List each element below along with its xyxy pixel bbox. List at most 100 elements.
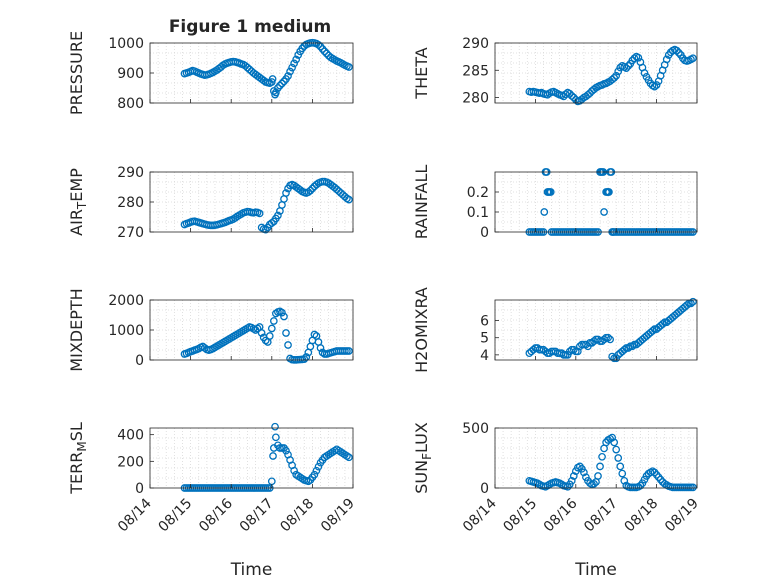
data-point xyxy=(640,69,649,77)
y-tick-label: 2000 xyxy=(108,293,144,309)
data-point xyxy=(269,317,278,325)
data-point xyxy=(546,188,555,196)
data-point xyxy=(314,40,323,49)
y-tick-label: 900 xyxy=(117,66,144,82)
y-tick-label: 200 xyxy=(117,454,144,470)
figure-title: Figure 1 medium xyxy=(169,17,331,37)
axes-box xyxy=(494,42,698,104)
data-point xyxy=(278,79,286,88)
y-axis-label: MIXDEPTH xyxy=(67,288,86,371)
y-tick-label: 280 xyxy=(117,195,144,211)
data-point xyxy=(614,454,623,462)
data-point xyxy=(569,93,578,102)
data-point xyxy=(608,433,617,442)
data-point xyxy=(288,63,296,72)
data-point xyxy=(590,479,598,488)
y-tick-label: 6 xyxy=(480,314,489,330)
data-point xyxy=(255,209,264,218)
data-point xyxy=(308,184,317,193)
y-tick-label: 500 xyxy=(462,421,489,437)
data-point xyxy=(604,333,612,342)
data-point xyxy=(594,472,602,480)
data-point xyxy=(580,468,588,477)
y-tick-label: 1000 xyxy=(108,323,144,339)
data-point xyxy=(652,81,661,89)
subplot-1: 800 900 1000 PRESSURE xyxy=(67,31,354,115)
data-point xyxy=(286,67,294,76)
data-point xyxy=(267,324,276,333)
data-point xyxy=(672,46,681,55)
data-point xyxy=(559,92,568,101)
data-point xyxy=(282,446,290,455)
data-point xyxy=(620,345,629,354)
data-point xyxy=(316,344,325,352)
data-point xyxy=(612,71,621,80)
y-axis-label: RAINFALL xyxy=(412,165,431,240)
data-point xyxy=(567,476,576,485)
y-tick-label: 290 xyxy=(117,165,144,181)
data-point xyxy=(567,92,576,100)
axes-box xyxy=(494,171,698,233)
data-point xyxy=(314,462,323,471)
data-point xyxy=(257,329,266,337)
y-tick-label: 1000 xyxy=(108,36,144,52)
y-axis-label: AIRTEMP xyxy=(67,168,89,236)
data-point xyxy=(272,88,280,97)
data-point xyxy=(269,452,277,460)
data-point xyxy=(261,225,270,234)
data-point xyxy=(674,48,683,57)
y-tick-label: 800 xyxy=(117,96,144,112)
data-point xyxy=(345,347,353,355)
data-point xyxy=(278,308,286,317)
data-point xyxy=(622,64,631,72)
data-point xyxy=(618,469,627,478)
data-point xyxy=(648,327,657,335)
y-tick-label: 0 xyxy=(480,225,489,241)
y-tick-label: 270 xyxy=(117,225,144,241)
x-axis-label: Time xyxy=(230,560,273,580)
y-tick-label: 0 xyxy=(135,481,144,497)
data-point xyxy=(306,186,315,195)
data-point xyxy=(265,332,274,340)
axes-box xyxy=(149,427,354,489)
data-point xyxy=(689,297,697,306)
data-point xyxy=(569,345,578,354)
data-point xyxy=(598,452,606,461)
subplot-5: 0 1000 2000 MIXDEPTH xyxy=(67,288,354,372)
data-point xyxy=(689,54,697,63)
data-point xyxy=(345,195,353,204)
data-point xyxy=(634,53,643,62)
data-point xyxy=(620,476,629,485)
y-axis-label: SUNFLUX xyxy=(412,422,434,494)
data-point xyxy=(565,89,574,98)
y-tick-label: 400 xyxy=(117,428,144,444)
subplot-2: 280 285 290 THETA xyxy=(412,36,698,107)
data-point xyxy=(596,462,604,471)
y-axis-label: TERRMSL xyxy=(67,422,89,495)
data-point xyxy=(284,341,292,349)
data-point xyxy=(274,211,282,220)
x-axis-label: Time xyxy=(574,560,617,580)
data-point xyxy=(261,336,270,345)
data-point xyxy=(280,312,288,321)
y-axis-label: H2OMIXRA xyxy=(412,287,431,373)
data-point xyxy=(290,466,298,475)
data-point xyxy=(610,74,619,82)
data-point xyxy=(658,320,667,328)
data-point xyxy=(683,301,691,309)
data-point xyxy=(282,329,290,337)
data-point xyxy=(276,81,284,90)
y-tick-label: 0 xyxy=(480,481,489,497)
y-tick-label: 285 xyxy=(462,63,489,79)
data-point xyxy=(689,483,697,492)
data-point xyxy=(310,470,319,479)
axes-box xyxy=(494,427,698,489)
y-tick-label: 0 xyxy=(135,353,144,369)
data-point xyxy=(628,56,637,65)
data-point xyxy=(267,219,276,227)
data-point xyxy=(282,189,290,197)
y-tick-label: 0.2 xyxy=(467,185,489,201)
y-tick-label: 5 xyxy=(480,331,489,347)
subplot-grid: 800 900 1000 PRESSURE 280 285 290 THETA 270 280 29… xyxy=(67,31,702,580)
